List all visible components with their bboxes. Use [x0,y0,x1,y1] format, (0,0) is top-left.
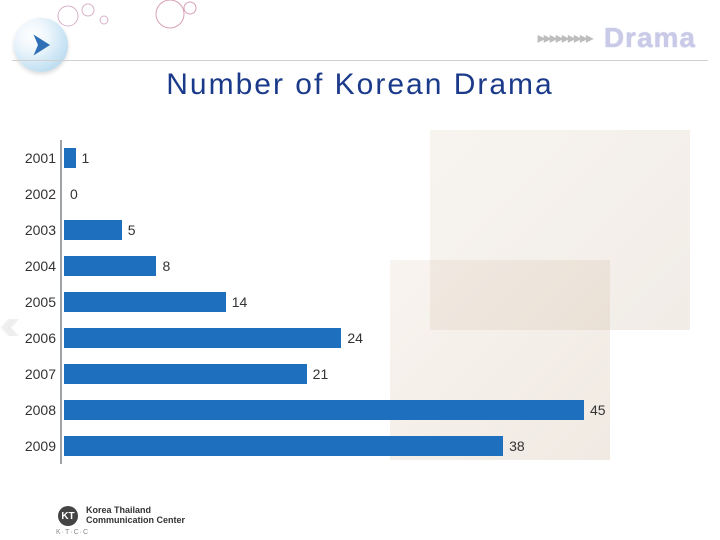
bar [64,400,584,420]
bar [64,436,503,456]
next-arrow-button[interactable] [14,18,68,72]
kt-badge-icon: KT [58,506,78,526]
bar-wrap: 24 [64,328,640,348]
bar-wrap: 1 [64,148,640,168]
value-label: 38 [503,436,525,456]
category-label: 2009 [12,438,56,454]
bar-wrap: 21 [64,364,640,384]
bar-wrap: 14 [64,292,640,312]
footer-line2: Communication Center [86,516,185,526]
chart-row: 2002 0 [12,176,640,212]
bar-wrap: 8 [64,256,640,276]
arrow-right-icon [26,30,56,60]
footer-text: Korea Thailand Communication Center [86,506,185,526]
category-label: 2004 [12,258,56,274]
value-label: 0 [64,184,78,204]
bar-wrap: 45 [64,400,640,420]
value-label: 14 [226,292,248,312]
page-title: Number of Korean Drama [0,68,720,102]
chart-row: 2008 45 [12,392,640,428]
category-label: 2001 [12,150,56,166]
bar-wrap: 0 [64,184,640,204]
bar [64,328,341,348]
footer-sub: K·T·C·C [56,529,89,536]
bar-chart: 2001120020200352004820051420062420072120… [60,140,640,464]
header-title: Drama [604,22,696,54]
category-label: 2007 [12,366,56,382]
slide-root: ▸▸▸▸▸▸▸▸▸ Drama Number of Korean Drama ‹… [0,0,720,540]
value-label: 24 [341,328,363,348]
header-block: ▸▸▸▸▸▸▸▸▸ Drama [538,22,696,54]
bar [64,292,226,312]
chart-row: 2003 5 [12,212,640,248]
bar [64,364,307,384]
value-label: 45 [584,400,606,420]
value-label: 8 [156,256,170,276]
value-label: 5 [122,220,136,240]
chart-row: 2006 24 [12,320,640,356]
bar [64,148,76,168]
chevron-row-icon: ▸▸▸▸▸▸▸▸▸ [538,28,592,48]
chart-row: 2004 8 [12,248,640,284]
category-label: 2008 [12,402,56,418]
chart-row: 2001 1 [12,140,640,176]
bar [64,256,156,276]
bar-wrap: 38 [64,436,640,456]
footer-logo: KT Korea Thailand Communication Center [58,506,185,526]
bar-wrap: 5 [64,220,640,240]
category-label: 2005 [12,294,56,310]
chart-row: 2009 38 [12,428,640,464]
chart-row: 2007 21 [12,356,640,392]
chart-row: 2005 14 [12,284,640,320]
value-label: 1 [76,148,90,168]
value-label: 21 [307,364,329,384]
category-label: 2006 [12,330,56,346]
bar [64,220,122,240]
category-label: 2003 [12,222,56,238]
category-label: 2002 [12,186,56,202]
header-divider [12,60,708,61]
